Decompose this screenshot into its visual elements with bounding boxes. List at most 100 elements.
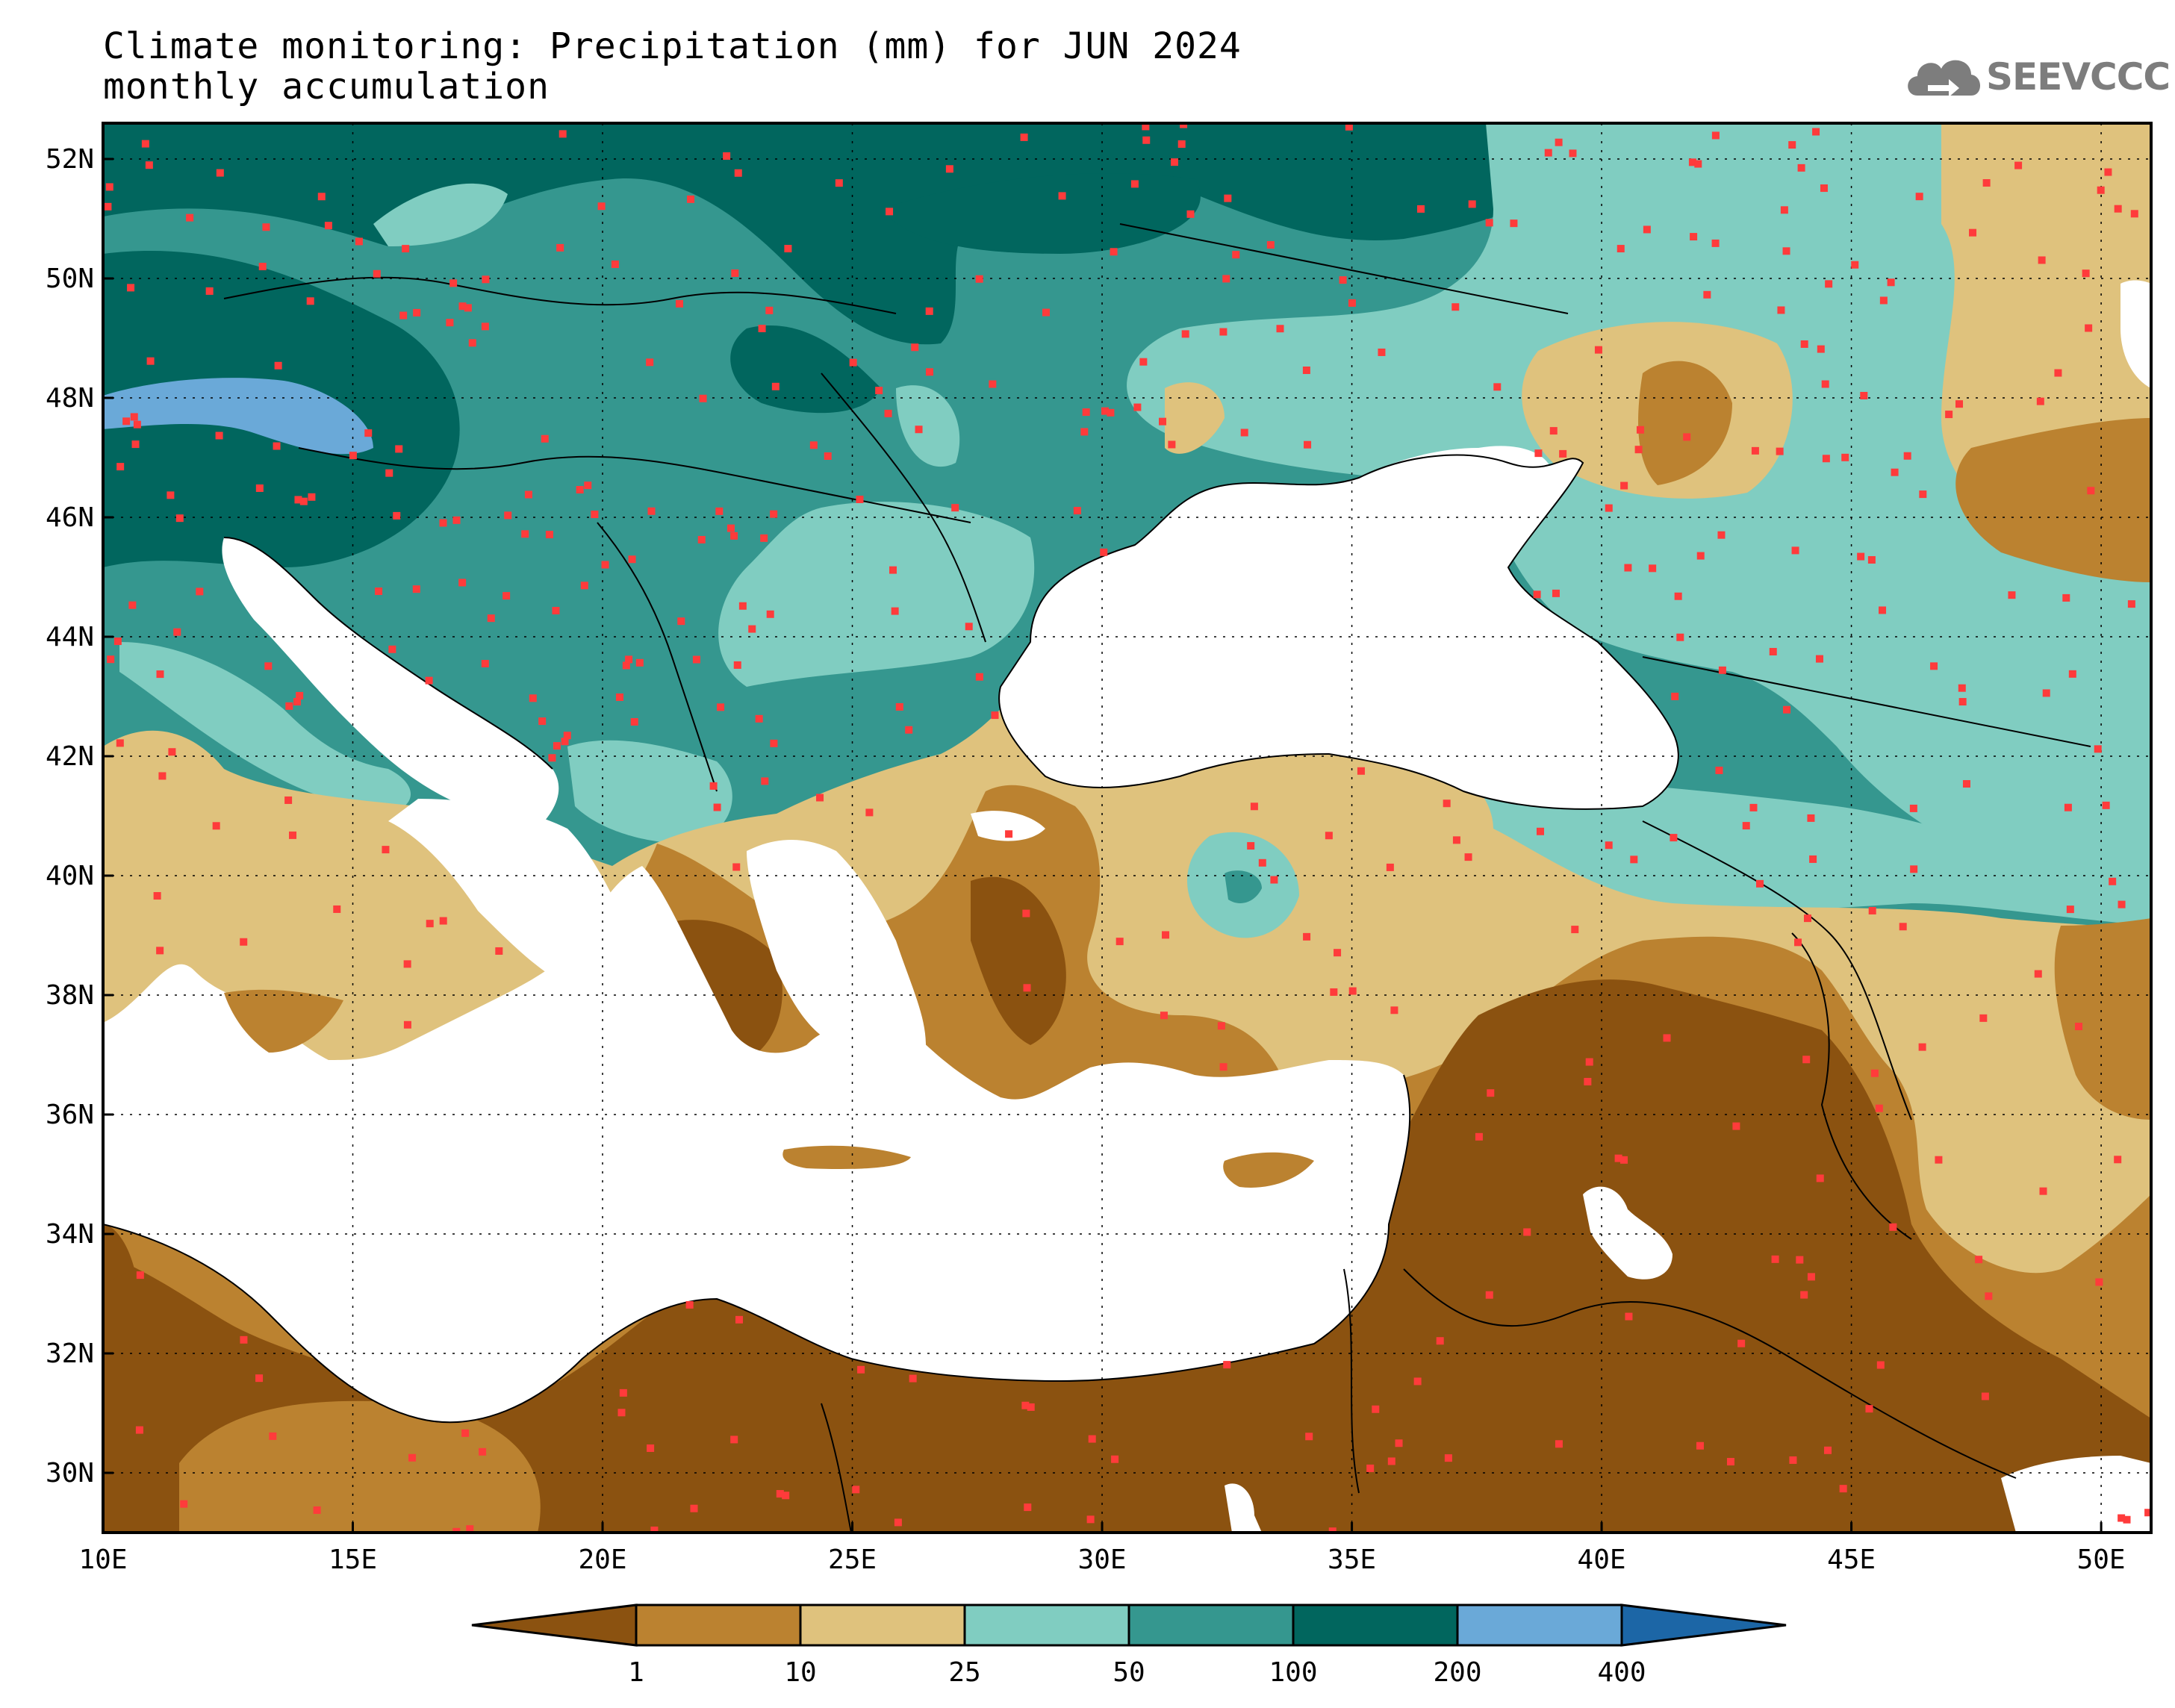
station-marker: [1910, 865, 1918, 873]
station-marker: [597, 202, 606, 211]
station-marker: [446, 319, 454, 327]
station-marker: [1749, 803, 1758, 811]
station-marker: [2109, 877, 2117, 885]
station-marker: [1620, 481, 1628, 490]
station-marker: [306, 297, 314, 305]
station-marker: [1676, 633, 1684, 641]
station-marker: [1742, 822, 1750, 830]
island-sicily: [224, 989, 343, 1053]
station-marker: [1082, 408, 1090, 417]
station-marker: [835, 179, 843, 187]
station-marker: [865, 808, 874, 817]
field-dark-brown-south: [103, 979, 2151, 1533]
station-marker: [2068, 670, 2076, 678]
station-marker: [905, 726, 913, 734]
station-marker: [1330, 988, 1338, 996]
station-marker: [2123, 1515, 2131, 1524]
station-marker: [1162, 931, 1170, 939]
field-brown-don: [1638, 361, 1732, 485]
station-marker: [1468, 200, 1476, 208]
station-marker: [1605, 841, 1613, 850]
station-marker: [894, 1518, 902, 1527]
field-dark-green-north: [103, 123, 1613, 345]
station-marker: [1879, 296, 1888, 305]
lat-axis: 30N 32N 34N 36N 38N 40N 42N 44N 46N 48N 50N 52N: [46, 144, 113, 1489]
station-marker: [1975, 1256, 1983, 1264]
station-marker: [1857, 552, 1865, 561]
field-mid-green-anatolia: [1225, 870, 1262, 903]
station-marker: [1796, 1256, 1804, 1264]
station-marker: [255, 484, 264, 492]
station-marker: [1663, 1034, 1671, 1042]
station-marker: [1328, 1527, 1337, 1533]
station-marker: [113, 638, 122, 646]
station-marker: [146, 357, 155, 365]
station-marker: [1534, 449, 1543, 458]
lat-tick-label: 38N: [46, 980, 94, 1011]
station-marker: [1891, 468, 1899, 476]
station-marker: [481, 660, 489, 668]
station-marker: [1788, 141, 1796, 149]
station-marker: [1584, 1077, 1592, 1085]
station-marker: [464, 304, 472, 312]
station-marker: [1024, 1503, 1032, 1512]
station-marker: [1930, 662, 1938, 670]
station-marker: [784, 245, 792, 253]
station-marker: [625, 655, 633, 664]
station-marker: [1726, 1458, 1734, 1466]
station-marker: [816, 794, 824, 802]
station-marker: [1824, 1446, 1832, 1454]
station-marker: [1674, 592, 1682, 600]
station-marker: [131, 440, 140, 449]
station-marker: [1816, 1174, 1824, 1182]
station-marker: [909, 1374, 917, 1383]
station-marker: [732, 863, 741, 871]
station-marker: [1751, 446, 1759, 455]
station-marker: [1783, 705, 1791, 714]
station-marker: [1250, 802, 1258, 811]
lat-tick-label: 40N: [46, 861, 94, 891]
station-marker: [481, 322, 489, 331]
station-marker: [2082, 269, 2090, 278]
station-marker: [1789, 1456, 1797, 1464]
field-brown-caspian: [1955, 418, 2151, 582]
station-marker: [128, 601, 137, 609]
station-marker: [1452, 836, 1460, 844]
station-marker: [731, 269, 739, 277]
station-marker: [1533, 590, 1541, 599]
lon-tick-label: 20E: [579, 1545, 627, 1575]
station-marker: [1935, 1156, 1943, 1164]
station-marker: [1111, 1455, 1119, 1463]
station-marker: [1979, 1014, 1988, 1022]
station-marker: [458, 302, 467, 311]
station-marker: [1334, 949, 1342, 957]
station-marker: [135, 1426, 143, 1434]
station-marker: [1107, 408, 1115, 417]
station-marker: [1756, 879, 1764, 888]
station-marker: [1649, 564, 1657, 573]
station-marker: [1918, 1043, 1926, 1051]
sea-ionian: [388, 799, 612, 985]
station-marker: [216, 169, 224, 177]
island-cyprus: [1223, 1152, 1314, 1188]
station-marker: [196, 587, 204, 596]
station-marker: [561, 738, 569, 746]
station-marker: [1802, 1056, 1811, 1064]
station-marker: [2038, 256, 2046, 264]
station-marker: [770, 510, 778, 518]
seevccc-logo: SEEVCCC: [1902, 42, 2171, 109]
colorbar-box: [635, 1603, 802, 1647]
station-marker: [1219, 328, 1227, 336]
station-marker: [156, 670, 164, 679]
station-marker: [630, 717, 638, 726]
station-marker: [591, 511, 599, 519]
station-marker: [1413, 1377, 1422, 1386]
station-marker: [1021, 1401, 1030, 1409]
station-marker: [2014, 161, 2023, 169]
field-dark-brown-anatolia: [971, 876, 1066, 1045]
station-marker: [1142, 123, 1150, 131]
station-marker: [1115, 938, 1124, 946]
station-marker: [1797, 163, 1805, 172]
station-marker: [1711, 239, 1720, 247]
station-marker: [395, 445, 403, 453]
